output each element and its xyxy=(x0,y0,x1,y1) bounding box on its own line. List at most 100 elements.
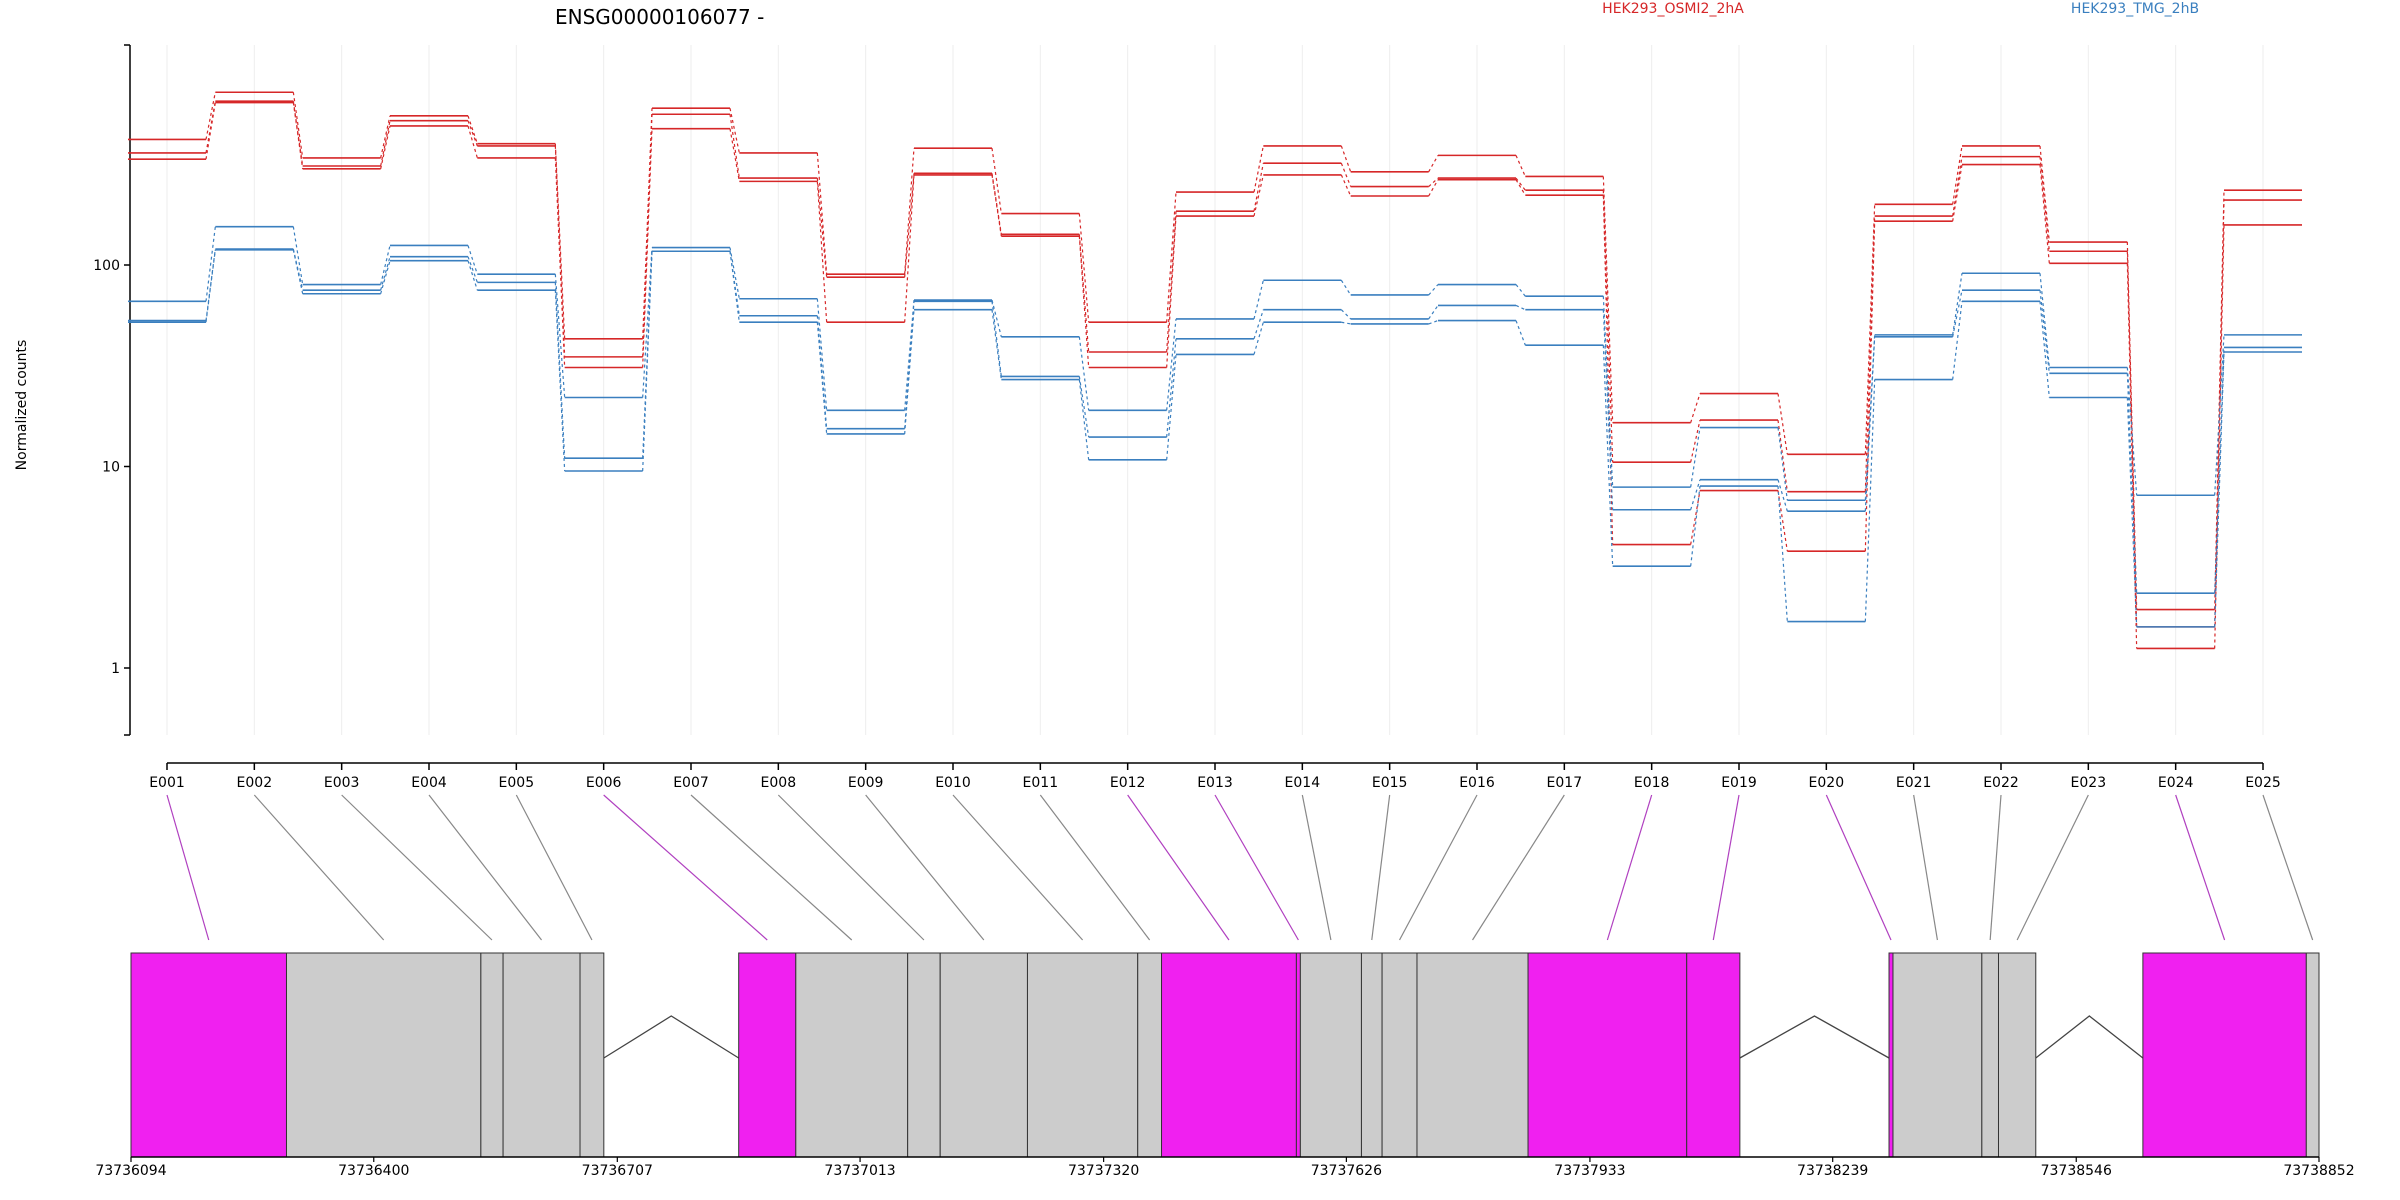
exon-box xyxy=(1686,952,1741,1158)
data-transition xyxy=(816,178,828,278)
data-transition xyxy=(1166,192,1177,323)
x-tick-label: E022 xyxy=(1983,775,2019,791)
data-transition xyxy=(2214,347,2225,594)
x-tick-label: E023 xyxy=(2071,775,2107,791)
exon-box xyxy=(1161,952,1297,1158)
data-transition xyxy=(380,245,391,285)
data-transition xyxy=(816,298,828,411)
data-transition xyxy=(380,120,391,167)
coordinate-tick-label: 73736707 xyxy=(582,1163,653,1179)
exon-box xyxy=(795,952,909,1158)
data-transition xyxy=(816,181,828,323)
data-transition xyxy=(904,299,915,411)
exon-box xyxy=(2142,952,2307,1158)
data-transition xyxy=(1428,177,1439,188)
data-transition xyxy=(1340,279,1352,296)
exon-box xyxy=(1997,952,2037,1158)
x-tick-label: E008 xyxy=(761,775,797,791)
x-tick-label: E010 xyxy=(935,775,971,791)
data-transition xyxy=(1166,354,1177,460)
data-transition xyxy=(991,174,1002,237)
data-transition xyxy=(1428,155,1439,173)
data-transition xyxy=(1340,309,1352,320)
exon-box xyxy=(130,952,287,1158)
x-tick-label: E011 xyxy=(1023,775,1059,791)
data-transition xyxy=(1078,379,1090,460)
x-tick-label: E017 xyxy=(1547,775,1583,791)
x-tick-label: E007 xyxy=(673,775,709,791)
exon-connector xyxy=(777,794,925,941)
exon-connector xyxy=(1301,794,1332,941)
exon-connector xyxy=(865,794,985,941)
x-tick-label: E013 xyxy=(1197,775,1233,791)
exon-connector xyxy=(1712,794,1740,941)
data-transition xyxy=(904,309,915,435)
data-transition xyxy=(1952,145,1963,205)
data-transition xyxy=(2126,397,2138,627)
data-transition xyxy=(2126,263,2138,649)
data-transition xyxy=(467,256,478,283)
data-transition xyxy=(816,152,828,275)
exon-box xyxy=(579,952,605,1158)
coordinate-tick-label: 73737013 xyxy=(824,1163,895,1179)
exon-box xyxy=(939,952,1028,1158)
data-transition xyxy=(1253,174,1264,217)
data-transition xyxy=(1515,304,1526,311)
data-transition xyxy=(1864,334,1876,501)
data-transition xyxy=(2214,200,2225,627)
data-transition xyxy=(1690,485,1701,567)
data-transition xyxy=(1428,319,1439,325)
data-transition xyxy=(1253,280,1264,320)
x-tick-label: E025 xyxy=(2245,775,2281,791)
x-tick-label: E024 xyxy=(2158,775,2194,791)
data-transition xyxy=(467,125,478,159)
data-transition xyxy=(1253,145,1264,193)
exon-connector xyxy=(1989,794,2002,941)
exon-connector xyxy=(515,794,593,941)
legend-label-group-2: HEK293_TMG_2hB xyxy=(2071,1,2199,17)
exon-box xyxy=(285,952,482,1158)
data-transition xyxy=(1253,163,1264,212)
data-transition xyxy=(1864,379,1876,622)
data-transition xyxy=(1952,301,1963,380)
exon-box xyxy=(1892,952,1983,1158)
data-transition xyxy=(205,249,216,323)
series-line xyxy=(128,101,2302,650)
x-tick-label: E006 xyxy=(586,775,622,791)
y-tick-label: 1 xyxy=(111,661,120,677)
data-transition xyxy=(1078,236,1090,368)
data-transition xyxy=(1777,490,1788,552)
exon-connector xyxy=(1399,794,1478,941)
data-transition xyxy=(1690,427,1701,488)
data-transition xyxy=(1078,376,1090,438)
data-transition xyxy=(205,226,216,302)
data-transition xyxy=(467,245,478,275)
legend-label-group-1: HEK293_OSMI2_2hA xyxy=(1602,1,1744,17)
data-transition xyxy=(2214,224,2225,649)
data-transition xyxy=(1690,393,1701,423)
data-transition xyxy=(1602,176,1614,423)
data-transition xyxy=(729,108,740,154)
x-tick-label: E014 xyxy=(1285,775,1321,791)
data-transition xyxy=(1602,309,1614,510)
data-transition xyxy=(380,125,391,169)
series-line xyxy=(128,248,2302,628)
data-transition xyxy=(904,173,915,278)
exon-box xyxy=(1299,952,1362,1158)
data-transition xyxy=(991,173,1002,235)
exon-connector xyxy=(1913,794,1939,941)
data-transition xyxy=(729,128,740,182)
series-lines xyxy=(128,91,2302,650)
data-transition xyxy=(1602,296,1614,488)
x-axis: E001 E002 E003 E004 E005 E006 E007 E008 E009 E010… xyxy=(149,762,2281,791)
x-tick-label: E020 xyxy=(1809,775,1845,791)
data-transition xyxy=(904,174,915,323)
exon-box xyxy=(480,952,504,1158)
data-transition xyxy=(2039,145,2050,243)
data-transition xyxy=(2039,273,2050,368)
data-transition xyxy=(1515,155,1526,177)
exon-connector xyxy=(1371,794,1391,941)
data-transition xyxy=(1341,321,1351,325)
data-transition xyxy=(991,299,1002,337)
y-axis-label: Normalized counts xyxy=(14,340,30,471)
